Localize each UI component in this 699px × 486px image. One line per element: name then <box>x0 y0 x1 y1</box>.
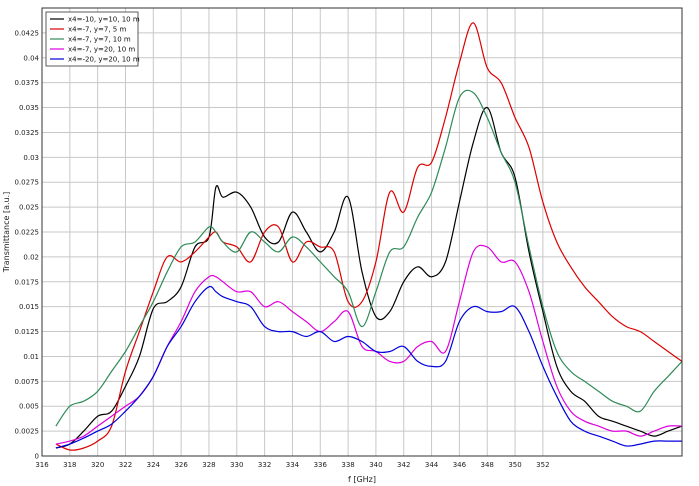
x-tick-label: 324 <box>147 461 161 469</box>
x-tick-label: 326 <box>174 461 188 469</box>
y-tick-label: 0.0425 <box>15 29 40 37</box>
legend-label: x4=-10, y=10, 10 m <box>68 16 140 24</box>
series-line-5 <box>55 285 682 449</box>
x-tick-label: 344 <box>425 461 439 469</box>
series-line-1 <box>55 107 683 449</box>
y-tick-label: 0.0125 <box>15 328 40 336</box>
y-tick-label: 0.015 <box>19 303 39 311</box>
y-tick-label: 0.04 <box>23 54 39 62</box>
x-tick-label: 346 <box>453 461 467 469</box>
y-tick-label: 0.0325 <box>15 129 40 137</box>
x-tick-label: 336 <box>314 461 328 469</box>
y-tick-label: 0.02 <box>23 253 39 261</box>
y-tick-label: 0.0375 <box>15 79 40 87</box>
y-axis-label: Transmittance [a.u.] <box>2 192 11 274</box>
series-line-3 <box>55 89 683 427</box>
x-tick-label: 328 <box>202 461 215 469</box>
series-lines <box>55 22 683 451</box>
x-tick-label: 332 <box>258 461 271 469</box>
plot-frame <box>41 7 683 457</box>
y-tick-label: 0.0075 <box>15 378 40 386</box>
x-tick-label: 322 <box>119 461 132 469</box>
series-line-2 <box>55 22 683 451</box>
y-tick-label: 0.01 <box>23 353 39 361</box>
x-tick-label: 350 <box>508 461 521 469</box>
y-tick-label: 0.0025 <box>15 428 40 436</box>
x-tick-label: 340 <box>369 461 382 469</box>
y-tick-label: 0.005 <box>19 403 39 411</box>
x-tick-label: 338 <box>341 461 354 469</box>
x-axis-ticks: 316 318 320 322 324 326 328 330 332 334 336 338 340 3… <box>35 461 549 469</box>
x-tick-label: 348 <box>481 461 494 469</box>
legend-label: x4=-20, y=20, 10 m <box>68 56 140 64</box>
legend-label: x4=-7, y=7, 5 m <box>68 26 126 34</box>
x-axis-label: f [GHz] <box>348 475 376 484</box>
y-axis-ticks: 0 0.0025 0.005 0.0075 0.01 0.0125 0.015 0.0175 0… <box>15 29 40 460</box>
x-tick-label: 334 <box>286 461 300 469</box>
y-tick-label: 0 <box>35 453 39 461</box>
y-tick-label: 0.0225 <box>15 229 40 237</box>
x-tick-label: 320 <box>91 461 104 469</box>
y-tick-label: 0.0175 <box>15 278 40 286</box>
legend-label: x4=-7, y=20, 10 m <box>68 46 135 54</box>
x-tick-label: 342 <box>397 461 410 469</box>
y-tick-label: 0.03 <box>23 154 39 162</box>
y-tick-label: 0.025 <box>19 204 39 212</box>
y-tick-label: 0.035 <box>19 104 39 112</box>
x-tick-label: 352 <box>536 461 549 469</box>
x-tick-label: 330 <box>230 461 243 469</box>
y-tick-label: 0.0275 <box>15 179 40 187</box>
x-tick-label: 316 <box>35 461 49 469</box>
x-tick-label: 318 <box>63 461 76 469</box>
legend: x4=-10, y=10, 10 m x4=-7, y=7, 5 m x4=-7, … <box>45 11 140 67</box>
legend-label: x4=-7, y=7, 10 m <box>68 36 131 44</box>
